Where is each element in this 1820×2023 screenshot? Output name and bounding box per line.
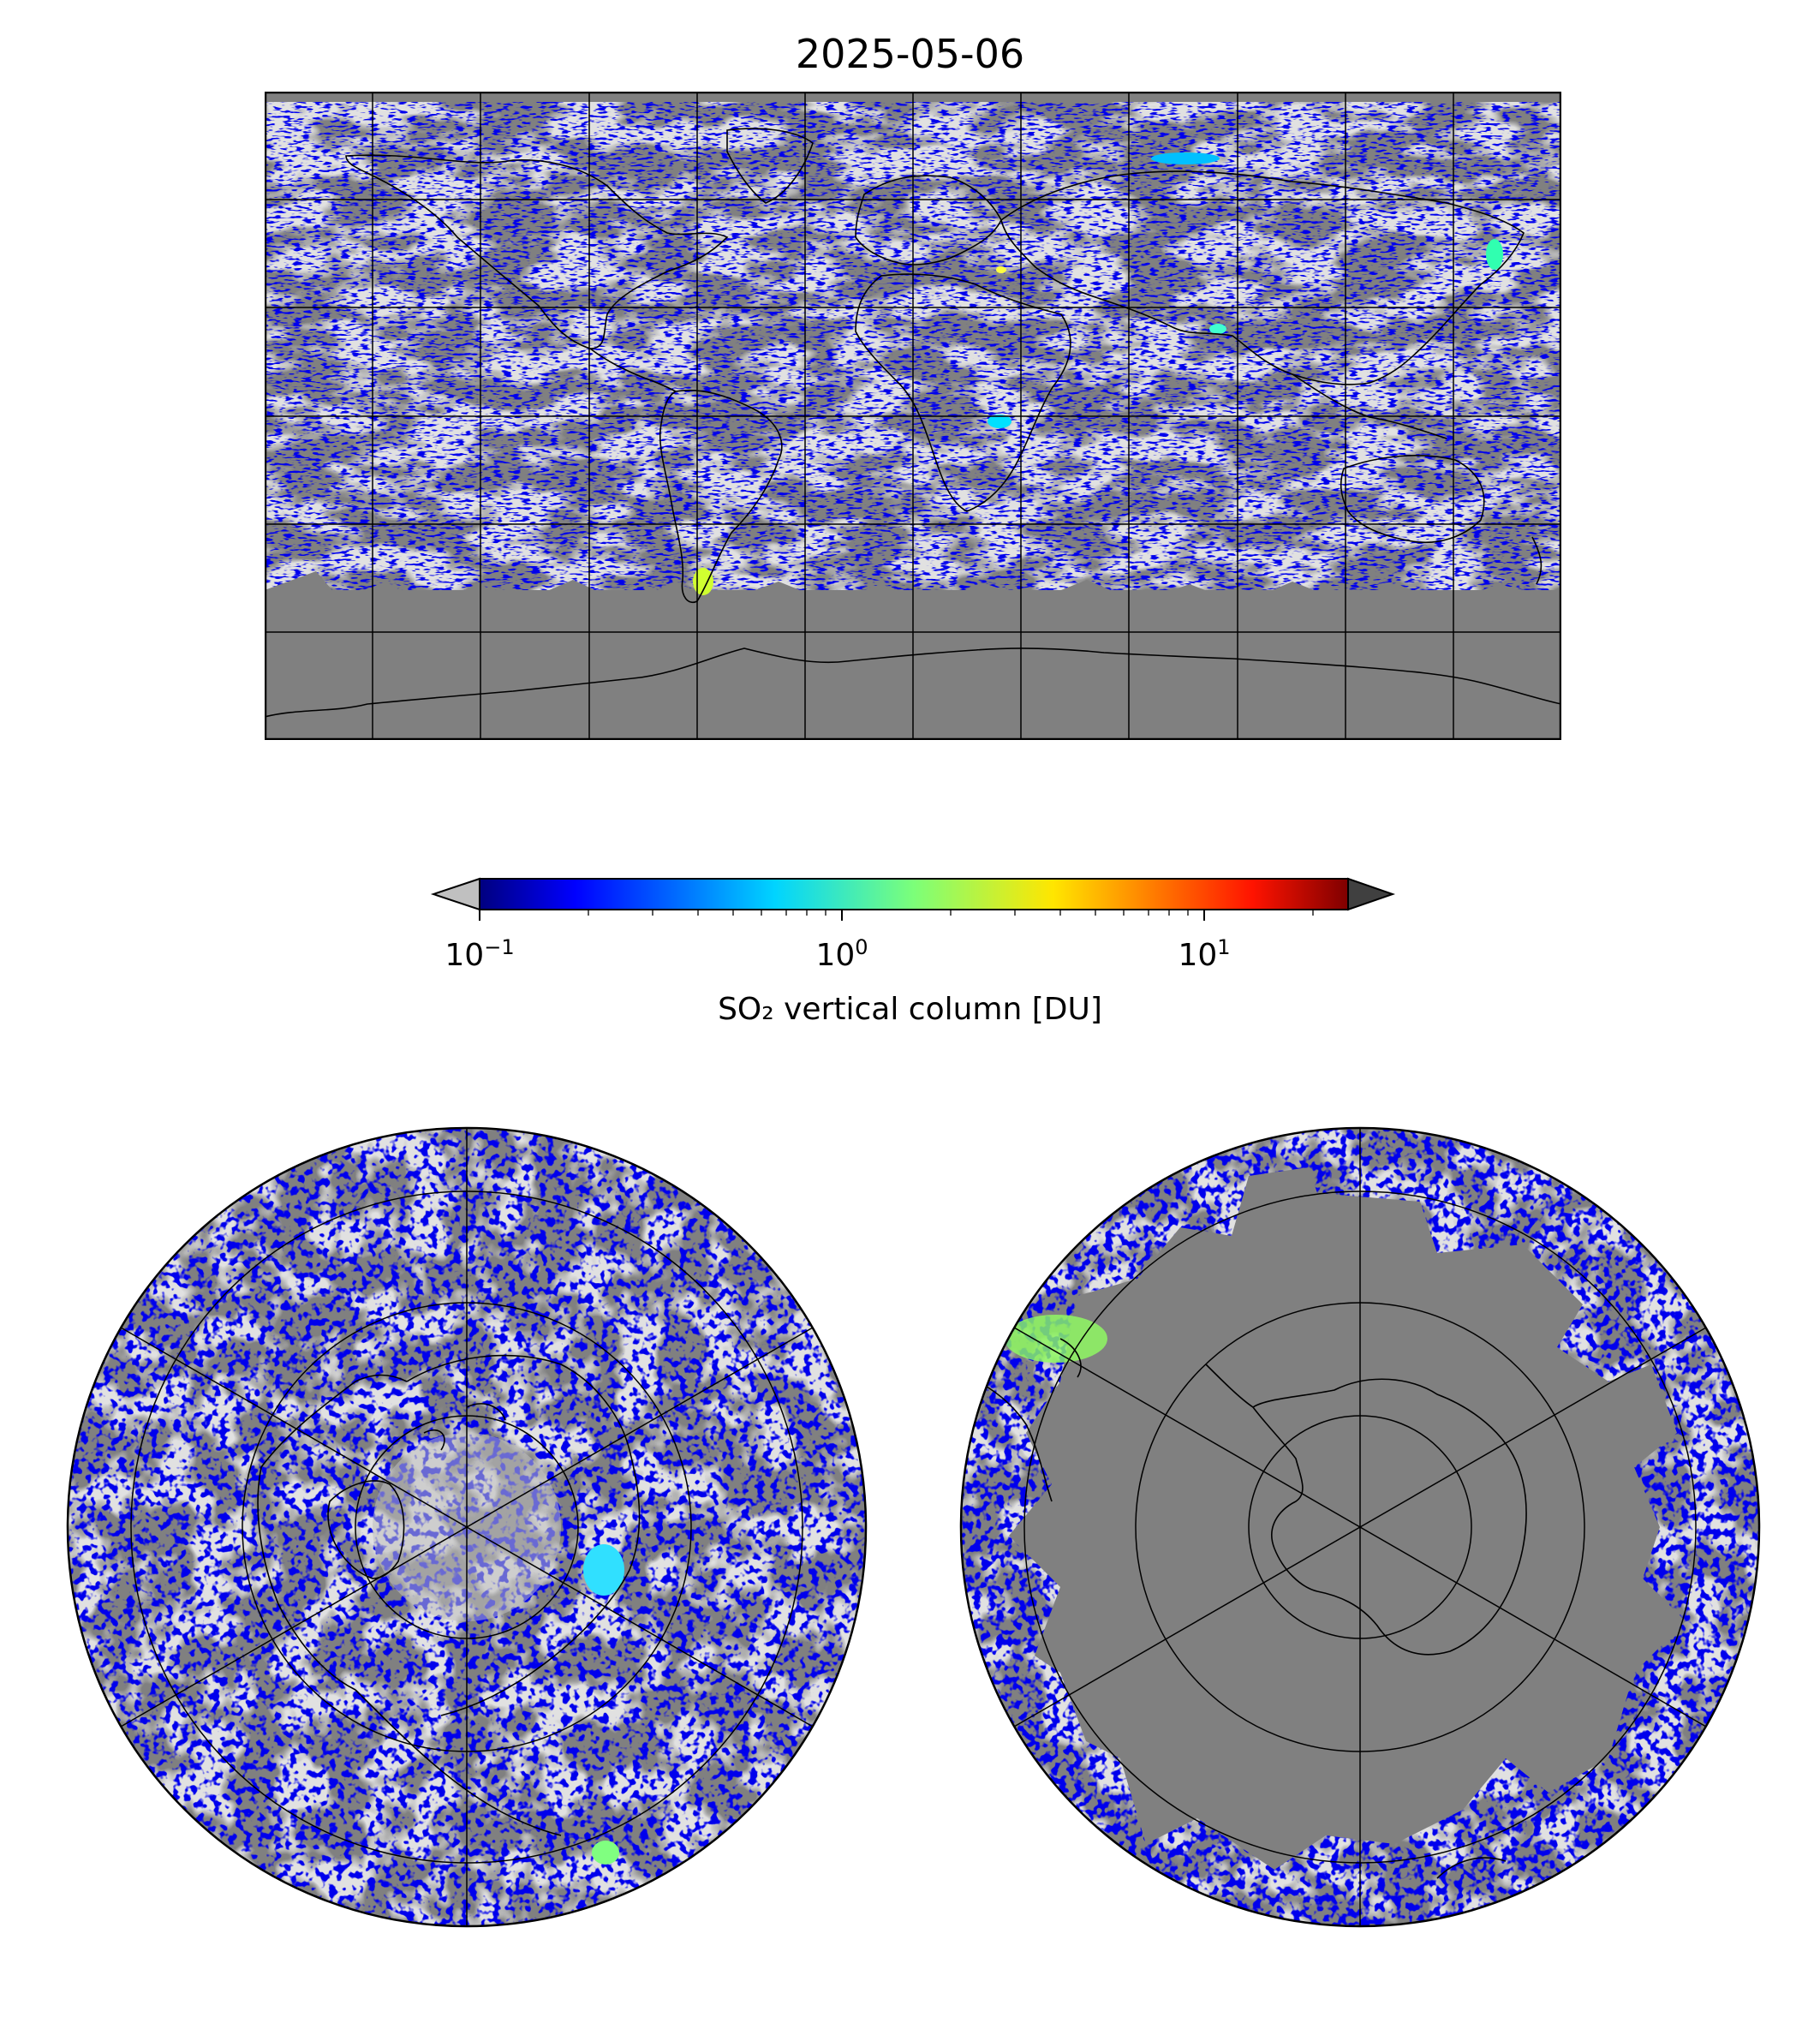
south-polar-map [959,1126,1761,1928]
figure-title: 2025-05-06 [795,31,1025,77]
so2-hotspot-etna [592,1841,619,1865]
coast-new-zealand [1436,1857,1507,1879]
coastlines [265,128,1561,718]
coast-eurasia [406,1354,641,1716]
colorbar-label: SO₂ vertical column [DU] [718,992,1102,1027]
coast-southeast-asia [1292,373,1447,439]
coast-north-america [257,1374,408,1691]
colorbar-tick-label-0.1: 10−1 [445,935,515,973]
so2-hotspot-andes [1005,1315,1107,1363]
coast-south-america [659,389,783,603]
map-frame [959,1126,1761,1928]
gridlines [1013,1128,1707,1926]
gridlines [265,92,1561,740]
colorbar-under-extension [430,877,480,911]
so2-hotspot-kamchatka [583,1544,624,1596]
north-polar-map [66,1126,868,1928]
southern-no-data-region [1009,1167,1686,1870]
global-map [265,92,1561,740]
coast-central-america [589,348,677,392]
so2-hotspot-congo [988,415,1011,428]
coast-australia [1340,455,1485,544]
so2-hotspot-siberia [1151,152,1220,164]
coast-arctic-islands [423,1403,506,1451]
coast-new-zealand [1531,536,1543,585]
gridline-lon [120,1327,814,1728]
so2-hotspot-andes [693,568,713,595]
coast-antarctica [1251,1378,1527,1656]
gridline-lon [1013,1327,1707,1728]
coast-north-america [345,154,729,349]
colorbar-tick-label-1: 100 [815,935,868,973]
so2-hotspot-etna [996,266,1006,273]
colorbar-major-ticks [479,910,1205,921]
colorbar-over-extension [1347,877,1396,911]
colorbar-minor-ticks [588,910,1314,916]
so2-hotspot-india [1209,324,1226,334]
coast-africa [855,273,1071,512]
colorbar-gradient [480,879,1348,910]
coast-europe [855,175,1002,266]
so2-hotspot-kamchatka [1486,239,1503,270]
map-frame [265,92,1561,740]
colorbar-tick-label-10: 101 [1178,935,1231,973]
map-frame [66,1126,868,1928]
coastlines [257,1354,641,1836]
coast-greenland [327,1480,405,1579]
coast-europe [355,1689,562,1836]
coast-antarctica [265,647,1561,718]
colorbar-frame [479,878,1349,910]
coast-antarctic-peninsula [1205,1364,1254,1408]
colorbar [430,877,1396,921]
coast-greenland [726,128,814,204]
gridlines [120,1128,814,1926]
